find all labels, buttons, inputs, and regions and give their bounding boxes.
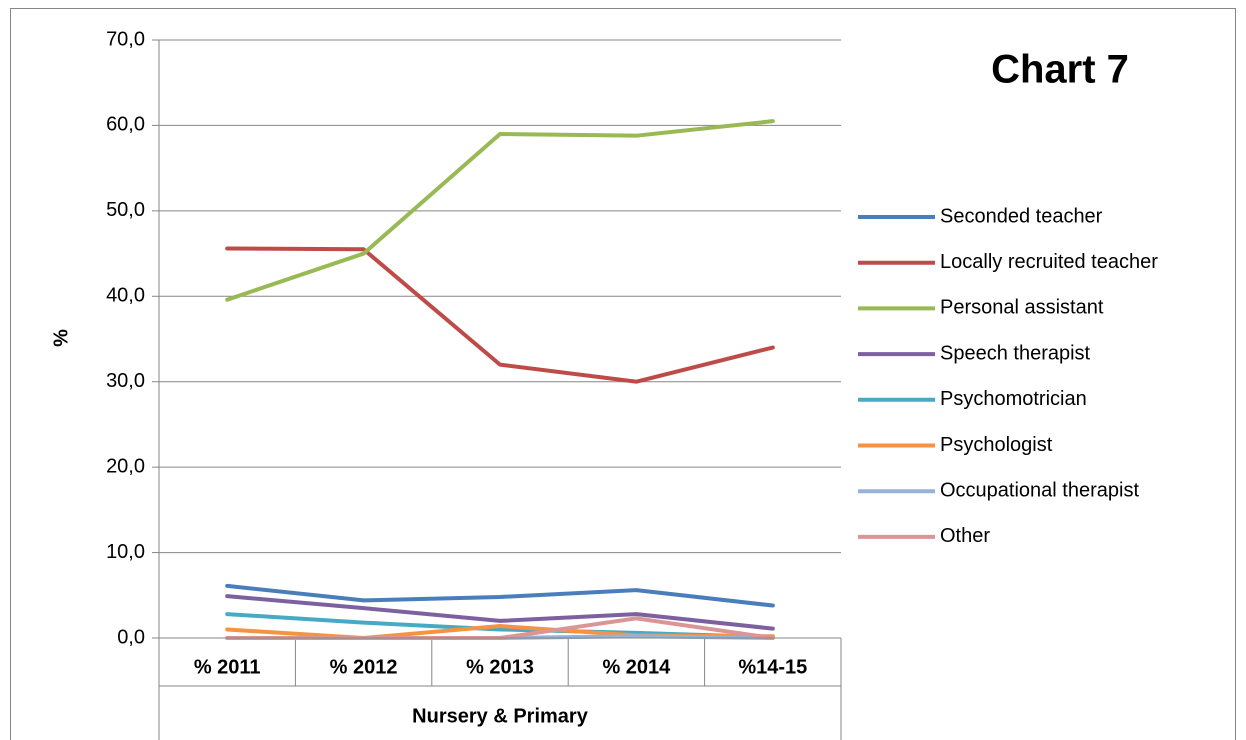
chart-border <box>10 8 1236 740</box>
y-tick-label: 0,0 <box>117 626 145 648</box>
legend-label: Speech therapist <box>940 342 1091 364</box>
y-axis-label: % <box>50 329 72 347</box>
x-tick-label: %14-15 <box>738 656 807 678</box>
legend-label: Locally recruited teacher <box>940 251 1158 273</box>
y-tick-label: 70,0 <box>106 28 145 50</box>
y-tick-label: 50,0 <box>106 199 145 221</box>
series-line <box>225 583 775 608</box>
series-line <box>225 594 775 631</box>
series-line <box>225 246 775 384</box>
x-axis-label: Nursery & Primary <box>412 705 589 727</box>
chart-title: Chart 7 <box>991 48 1129 92</box>
y-tick-label: 20,0 <box>106 455 145 477</box>
y-tick-label: 10,0 <box>106 541 145 563</box>
x-tick-label: % 2011 <box>194 656 261 678</box>
legend-label: Psychomotrician <box>940 388 1087 410</box>
x-tick-label: % 2014 <box>602 656 671 678</box>
legend-label: Seconded teacher <box>940 205 1103 227</box>
x-tick-label: % 2013 <box>466 656 534 678</box>
series-line <box>225 119 775 302</box>
y-tick-label: 40,0 <box>106 285 145 307</box>
legend-label: Other <box>940 525 990 547</box>
y-tick-label: 60,0 <box>106 114 145 136</box>
legend-label: Occupational therapist <box>940 479 1139 501</box>
legend-label: Psychologist <box>940 434 1053 456</box>
x-tick-label: % 2012 <box>330 656 398 678</box>
y-tick-label: 30,0 <box>106 370 145 392</box>
legend-label: Personal assistant <box>940 297 1104 319</box>
